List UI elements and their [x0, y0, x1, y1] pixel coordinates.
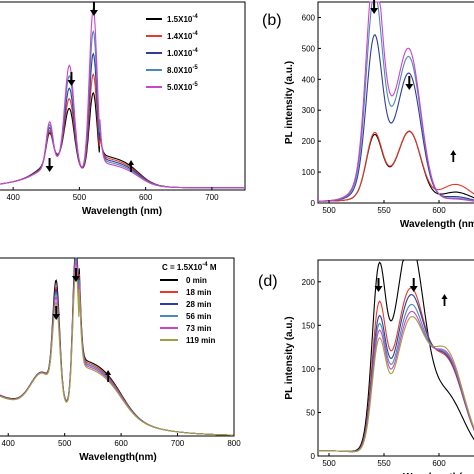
- x-axis-label-a: Wavelength (nm): [82, 206, 162, 217]
- y-tick-label-b: 600: [302, 13, 316, 22]
- series-line-d-3: [318, 303, 474, 453]
- y-tick-label-d: 150: [302, 321, 316, 330]
- series-line-d-2: [318, 294, 474, 453]
- panel-a: 400 500 600 700 Wavelength (nm) 1.5X10-4 1.4X1…: [0, 1, 246, 217]
- series-line-a-4: [0, 6, 245, 189]
- arrow-down-a: [89, 2, 98, 16]
- y-tick-label-d: 200: [302, 278, 316, 287]
- legend-label-a: 8.0X10-5: [167, 65, 198, 75]
- arrow-down-a: [45, 158, 54, 172]
- arrow-head: [45, 166, 54, 172]
- arrow-head: [71, 276, 80, 282]
- arrow-down-b: [370, 0, 379, 14]
- panel-d: 500 550 600 0 50 100 150 200 Wavelength(nm PL int…: [258, 259, 474, 474]
- x-tick-label-a: 700: [205, 193, 219, 202]
- y-tick-label-b: 400: [302, 75, 316, 84]
- x-tick-label-b: 600: [432, 206, 446, 215]
- arrow-head: [374, 286, 383, 292]
- series-line-b-2: [318, 34, 474, 202]
- y-tick-label-b: 200: [302, 137, 316, 146]
- y-axis-label-b: PL intensity (a.u.): [284, 61, 295, 144]
- legend-c: C = 1.5X10-4 M 0 min 18 min 28 min 56 min 73 …: [160, 262, 217, 345]
- x-tick-label-c: 500: [58, 439, 72, 448]
- arrow-up-a: [128, 160, 135, 172]
- panel-label-d: (d): [258, 273, 278, 290]
- x-tick-label-d: 500: [322, 459, 336, 468]
- y-tick-label-d: 0: [311, 452, 316, 461]
- legend-label-c: 0 min: [186, 276, 207, 285]
- x-tick-label-c: 800: [227, 439, 241, 448]
- x-tick-label-c: 400: [2, 439, 16, 448]
- y-tick-label-b: 100: [302, 168, 316, 177]
- x-tick-label-c: 600: [114, 439, 128, 448]
- legend-label-a: 5.0X10-5: [167, 82, 198, 92]
- y-tick-label-b: 300: [302, 106, 316, 115]
- x-tick-label-b: 500: [322, 206, 336, 215]
- legend-title-c: C = 1.5X10-4 M: [162, 262, 217, 272]
- x-axis-label-b: Wavelength (nm): [400, 219, 474, 230]
- y-axis-label-d: PL intensity (a.u.): [284, 316, 295, 399]
- plot-frame-c: [0, 257, 235, 437]
- x-tick-label-a: 600: [139, 193, 153, 202]
- plot-frame-a: [0, 1, 246, 191]
- y-tick-label-b: 500: [302, 44, 316, 53]
- legend-label-c: 119 min: [186, 336, 215, 345]
- x-tick-label-d: 600: [432, 459, 446, 468]
- x-axis-label-d: Wavelength(nm: [403, 472, 474, 474]
- arrow-head: [409, 286, 418, 292]
- arrow-head: [52, 314, 61, 320]
- legend-label-a: 1.5X10-4: [167, 14, 198, 24]
- panel-label-b: (b): [262, 12, 282, 29]
- legend-label-c: 73 min: [186, 324, 211, 333]
- x-tick-label-d: 550: [377, 459, 391, 468]
- x-tick-label-a: 400: [6, 193, 20, 202]
- y-tick-label-d: 50: [306, 408, 315, 417]
- arrow-head: [405, 84, 414, 90]
- legend-label-c: 28 min: [186, 300, 211, 309]
- arrow-head: [128, 160, 135, 165]
- legend-label-a: 1.0X10-4: [167, 48, 198, 58]
- series-line-b-4: [317, 1, 474, 202]
- series-line-c-5: [0, 269, 234, 436]
- series-line-d-4: [318, 310, 474, 453]
- arrow-head: [89, 10, 98, 16]
- series-line-a-0: [0, 91, 245, 189]
- series-line-d-5: [318, 315, 474, 453]
- x-tick-label-b: 550: [377, 206, 391, 215]
- legend-label-c: 18 min: [186, 288, 211, 297]
- arrow-up-c: [105, 370, 112, 382]
- x-tick-label-c: 700: [171, 439, 185, 448]
- arrow-up-d: [441, 294, 448, 306]
- x-tick-label-a: 500: [73, 193, 87, 202]
- panel-b: 5005506006500100200300400500600Wavelengt…: [262, 0, 474, 230]
- legend-a: 1.5X10-4 1.4X10-4 1.0X10-4 8.0X10-5 5.0X10-5: [146, 14, 198, 92]
- series-line-b-0: [318, 130, 474, 202]
- series-line-b-3: [318, 1, 474, 202]
- arrow-down-a: [67, 72, 76, 86]
- series-line-d-1: [318, 287, 474, 453]
- arrow-down-b: [405, 76, 414, 90]
- panel-c: 400 500 600 700 800 Wavelength(nm) C = 1.5X10-…: [0, 257, 241, 463]
- x-axis-label-c: Wavelength(nm): [79, 452, 156, 463]
- y-tick-label-b: 0: [311, 199, 316, 208]
- arrow-up-b: [450, 150, 457, 162]
- arrow-down-c: [71, 268, 80, 282]
- arrow-down-d: [409, 278, 418, 292]
- legend-label-a: 1.4X10-4: [167, 31, 198, 41]
- arrow-head: [67, 80, 76, 86]
- legend-label-c: 56 min: [186, 312, 211, 321]
- arrow-head: [450, 150, 457, 155]
- arrow-head: [370, 8, 379, 14]
- series-line-b-1: [318, 130, 474, 202]
- arrow-head: [441, 294, 448, 299]
- y-tick-label-d: 100: [302, 365, 316, 374]
- arrow-head: [105, 370, 112, 375]
- arrow-down-d: [374, 278, 383, 292]
- plot-frame-b: [317, 1, 474, 204]
- arrow-down-c: [52, 306, 61, 320]
